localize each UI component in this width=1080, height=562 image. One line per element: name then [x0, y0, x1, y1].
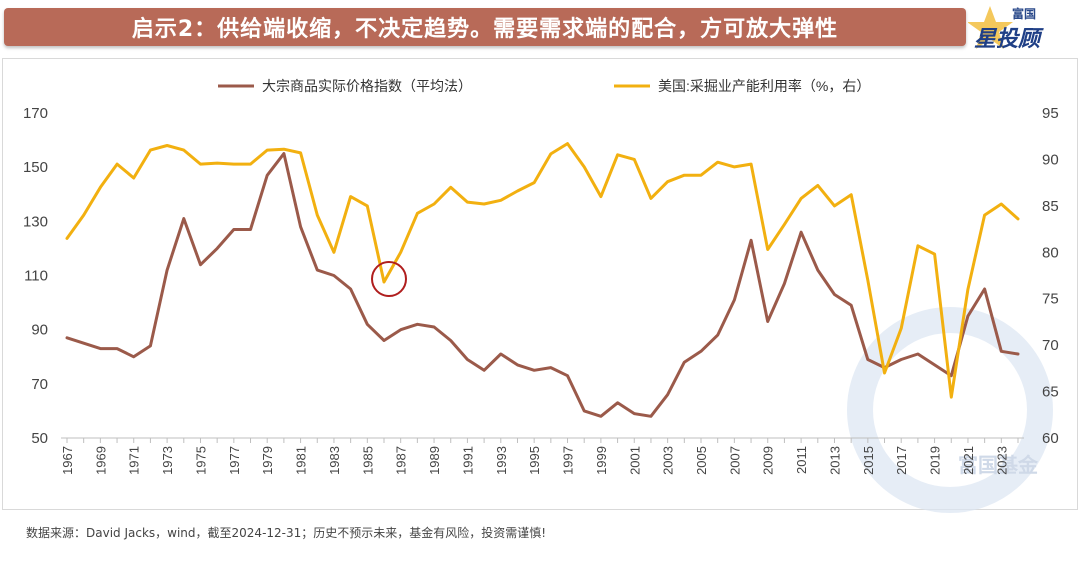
series-line-capacity: [65, 142, 1020, 399]
x-tick-label: 2003: [661, 446, 676, 475]
logo-top-text: 富国: [1012, 6, 1036, 21]
x-tick-label: 2013: [827, 446, 842, 475]
x-tick-label: 2009: [761, 446, 776, 475]
watermark-text: 富国基金: [958, 453, 1039, 477]
y-right-tick-label: 70: [1042, 337, 1059, 354]
x-tick-label: 2011: [794, 446, 809, 474]
page-title-text: 启示2：供给端收缩，不决定趋势。需要需求端的配合，方可放大弹性: [131, 17, 839, 42]
y-left-tick-label: 150: [23, 159, 48, 176]
brand-logo-graphic: 富国 星投顾: [967, 6, 1044, 51]
y-right-tick-label: 80: [1042, 244, 1059, 261]
y-right-tick-label: 65: [1042, 384, 1059, 401]
x-tick-label: 1987: [394, 446, 409, 475]
x-tick-label: 1995: [527, 446, 542, 475]
source-note: 数据来源：David Jacks，wind，截至2024-12-31；历史不预示…: [26, 526, 547, 540]
page-title: 启示2：供给端收缩，不决定趋势。需要需求端的配合，方可放大弹性: [4, 8, 966, 46]
y-left-tick-label: 50: [31, 430, 48, 447]
chart-series: [65, 142, 1020, 418]
y-right-tick-label: 75: [1042, 291, 1059, 308]
brand-logo: 富国 星投顾: [967, 2, 1076, 52]
x-tick-label: 2015: [861, 446, 876, 475]
x-tick-label: 2019: [928, 446, 943, 475]
y-left-tick-label: 90: [31, 322, 48, 339]
watermark: 富国基金: [847, 307, 1053, 513]
y-left-tick-label: 110: [24, 268, 48, 285]
x-tick-label: 1971: [127, 446, 142, 475]
logo-main-text: 星投顾: [974, 26, 1044, 51]
x-tick-label: 1973: [160, 446, 175, 475]
x-tick-label: 1977: [227, 446, 242, 475]
chart-frame: [2, 58, 1078, 510]
x-tick-label: 1975: [193, 446, 208, 475]
y-right-tick-label: 90: [1042, 151, 1059, 168]
y-right-tick-label: 60: [1042, 430, 1059, 447]
chart-legend: 大宗商品实际价格指数（平均法） 美国:采掘业产能利用率（%，右）: [218, 78, 870, 94]
y-left-tick-label: 70: [31, 376, 48, 393]
x-tick-label: 1989: [427, 446, 442, 475]
y-right-tick-label: 95: [1042, 105, 1059, 122]
legend-label-capacity: 美国:采掘业产能利用率（%，右）: [658, 78, 870, 94]
highlight-circle: [371, 261, 407, 297]
x-tick-label: 2021: [961, 446, 976, 475]
legend-label-commodity: 大宗商品实际价格指数（平均法）: [262, 78, 472, 94]
x-tick-label: 1967: [60, 446, 75, 475]
series-line-commodity: [65, 152, 1020, 418]
x-tick-label: 2001: [627, 446, 642, 475]
x-tick-label: 1993: [494, 446, 509, 475]
x-tick-label: 1981: [294, 446, 309, 475]
x-tick-label: 2005: [694, 446, 709, 475]
x-tick-label: 2017: [894, 446, 909, 475]
y-left-tick-label: 170: [23, 105, 48, 122]
x-tick-label: 1979: [260, 446, 275, 475]
x-tick-label: 1969: [93, 446, 108, 475]
x-tick-label: 1991: [460, 446, 475, 475]
x-tick-label: 1999: [594, 446, 609, 475]
y-left-tick-label: 130: [23, 213, 48, 230]
x-tick-label: 2023: [994, 446, 1009, 475]
chart-annotations: [371, 261, 407, 297]
x-tick-label: 1983: [327, 446, 342, 475]
y-right-tick-label: 85: [1042, 198, 1059, 215]
x-tick-label: 2007: [727, 446, 742, 475]
x-tick-label: 1985: [360, 446, 375, 475]
x-tick-label: 1997: [561, 446, 576, 475]
chart-axes: 1967 1969 1971 1973 1975 1977 1979 1981 1983 1985…: [23, 105, 1059, 475]
